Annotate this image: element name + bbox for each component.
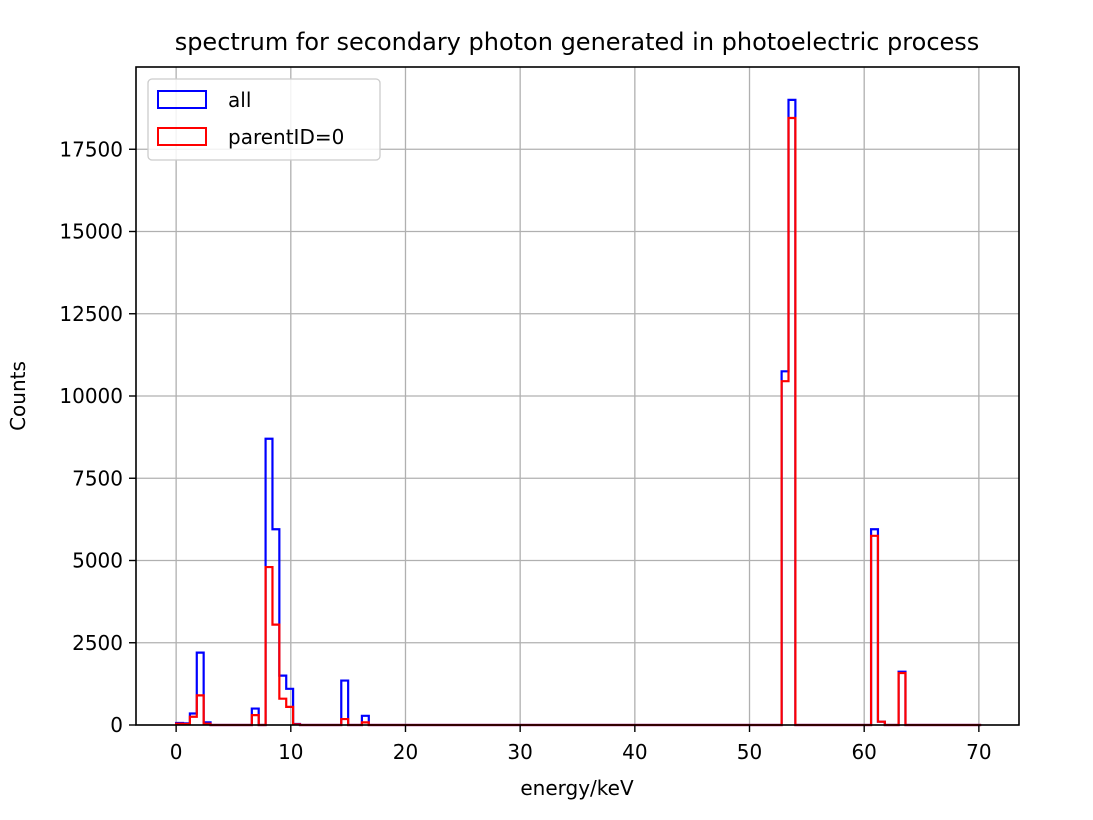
y-axis-label: Counts [6,361,30,431]
legend: all parentID=0 [147,78,381,161]
axis-ticks: 0 10 20 30 40 50 60 70 0 2500 5000 7500 10000 12500 15… [59,137,991,764]
x-tick-label: 0 [170,740,183,764]
legend-label-all: all [228,88,251,112]
histogram-step-series-all [175,98,982,727]
x-axis-label: energy/keV [520,776,634,800]
y-tick-label: 17500 [59,137,123,161]
x-tick-label: 60 [851,740,876,764]
legend-swatch-parentid [157,127,207,146]
y-tick-label: 0 [110,713,123,737]
x-tick-label: 40 [622,740,647,764]
x-tick-label: 70 [966,740,991,764]
y-tick-label: 10000 [59,384,123,408]
y-tick-label: 15000 [59,220,123,244]
y-tick-label: 12500 [59,302,123,326]
x-tick-label: 50 [737,740,762,764]
chart-title: spectrum for secondary photon generated … [175,28,980,56]
y-tick-label: 5000 [72,549,123,573]
grid [136,67,1019,726]
histogram-step-series-parentid [175,116,982,727]
x-tick-label: 20 [393,740,418,764]
histogram-series [175,98,982,727]
legend-label-parentid: parentID=0 [228,125,344,149]
x-tick-label: 10 [278,740,303,764]
x-tick-label: 30 [507,740,532,764]
y-tick-label: 7500 [72,466,123,490]
y-tick-label: 2500 [72,631,123,655]
legend-swatch-all [157,90,207,109]
